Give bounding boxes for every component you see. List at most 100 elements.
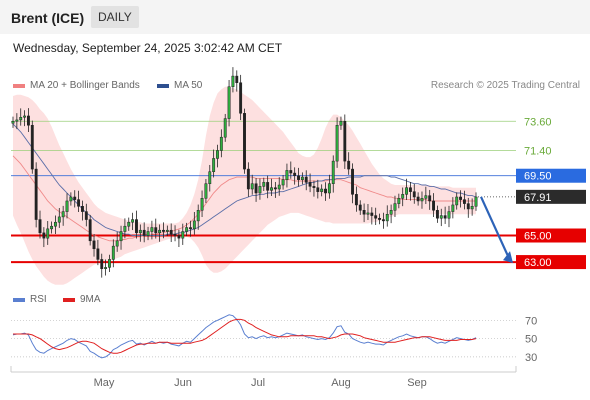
rsi-tick-label-70: 70 xyxy=(525,315,537,327)
level-label-71.40: 71.40 xyxy=(524,145,552,157)
candle-body xyxy=(470,206,474,210)
candle-body xyxy=(165,229,169,232)
candle-body xyxy=(466,203,470,210)
candle-body xyxy=(200,198,204,211)
candle-body xyxy=(432,200,435,211)
candle-body xyxy=(324,188,327,194)
candle-body xyxy=(293,172,297,176)
candle-body xyxy=(34,168,38,220)
candle-body xyxy=(289,170,293,174)
candle-body xyxy=(316,187,320,192)
candle-body xyxy=(15,119,19,122)
candle-body xyxy=(397,198,401,204)
rsi-tick-label-30: 30 xyxy=(525,352,537,364)
candle-body xyxy=(212,158,216,172)
candle-body xyxy=(73,196,77,200)
candle-body xyxy=(196,210,200,222)
candle-body xyxy=(239,82,243,114)
candle-body xyxy=(100,259,104,269)
header-bar: Brent (ICE) DAILY xyxy=(0,0,590,34)
instrument-title: Brent (ICE) xyxy=(11,10,85,26)
candle-body xyxy=(30,124,34,170)
x-tick-label-may: May xyxy=(94,377,115,389)
candle-body xyxy=(92,240,96,250)
legend-rsi: RSI xyxy=(13,294,47,305)
candle-body xyxy=(389,210,393,215)
candle-body xyxy=(65,200,69,212)
candle-body xyxy=(111,245,115,260)
candle-body xyxy=(154,227,158,234)
candle-body xyxy=(208,171,212,184)
candle-body xyxy=(185,227,189,232)
candle-body xyxy=(428,195,432,202)
candle-body xyxy=(127,221,131,227)
candle-body xyxy=(327,183,331,194)
legend-swatch-rsi xyxy=(13,297,25,302)
candle-body xyxy=(119,231,123,242)
candle-body xyxy=(223,118,227,138)
candle-body xyxy=(347,160,351,170)
x-tick-label-jun: Jun xyxy=(174,377,192,389)
legend-swatch-ma20 xyxy=(13,83,25,88)
candle-body xyxy=(331,160,335,184)
candle-body xyxy=(115,240,119,247)
candle-body xyxy=(231,75,235,87)
candle-body xyxy=(227,86,231,119)
candle-body xyxy=(96,248,100,260)
level-label-69.50: 69.50 xyxy=(524,171,552,183)
candle-body xyxy=(339,121,343,126)
candle-body xyxy=(81,206,84,212)
level-label-65.00: 65.00 xyxy=(524,231,552,243)
candle-body xyxy=(146,231,150,236)
candle-body xyxy=(354,194,358,206)
candle-body xyxy=(169,229,173,235)
legend-swatch-9ma xyxy=(63,297,75,302)
candle-body xyxy=(443,215,447,219)
candle-body xyxy=(439,215,443,219)
candle-body xyxy=(285,170,289,180)
candle-body xyxy=(123,225,127,232)
candle-body xyxy=(277,184,281,190)
candle-body xyxy=(300,176,304,180)
candle-body xyxy=(416,196,420,202)
chart-datetime: Wednesday, September 24, 2025 3:02:42 AM… xyxy=(13,41,283,55)
legend-ma20-bollinger: MA 20 + Bollinger Bands xyxy=(13,80,140,91)
candle-body xyxy=(362,210,366,215)
candle-body xyxy=(246,168,250,190)
candle-body xyxy=(26,115,30,126)
legend-label-ma50: MA 50 xyxy=(174,80,203,91)
candle-body xyxy=(88,219,92,242)
candle-body xyxy=(216,150,219,159)
level-label-63.00: 63.00 xyxy=(524,257,552,269)
legend-label-9ma: 9MA xyxy=(80,294,101,305)
candle-body xyxy=(77,199,81,207)
candle-body xyxy=(131,219,135,223)
candle-body xyxy=(393,203,397,211)
candle-body xyxy=(254,183,258,194)
candle-body xyxy=(358,204,362,211)
candle-body xyxy=(447,211,451,219)
candle-body xyxy=(173,233,177,236)
candle-body xyxy=(19,117,23,121)
candle-body xyxy=(374,215,378,219)
candle-body xyxy=(84,211,88,220)
candle-body xyxy=(69,196,73,202)
candle-body xyxy=(250,183,254,190)
legend-ma50: MA 50 xyxy=(157,80,202,91)
candle-body xyxy=(42,232,46,239)
candle-body xyxy=(142,229,146,236)
candle-body xyxy=(455,196,459,206)
candle-body xyxy=(61,211,65,218)
candle-body xyxy=(281,179,285,186)
x-tick-label-aug: Aug xyxy=(331,377,351,389)
candle-body xyxy=(243,113,246,170)
candle-body xyxy=(343,121,347,162)
candle-body xyxy=(459,196,463,200)
legend-label-ma20: MA 20 + Bollinger Bands xyxy=(30,80,140,91)
candle-body xyxy=(192,220,196,230)
candle-body xyxy=(378,217,381,220)
timeframe-badge[interactable]: DAILY xyxy=(91,6,139,28)
candle-body xyxy=(412,191,416,198)
credit-text: Research © 2025 Trading Central xyxy=(430,80,580,91)
